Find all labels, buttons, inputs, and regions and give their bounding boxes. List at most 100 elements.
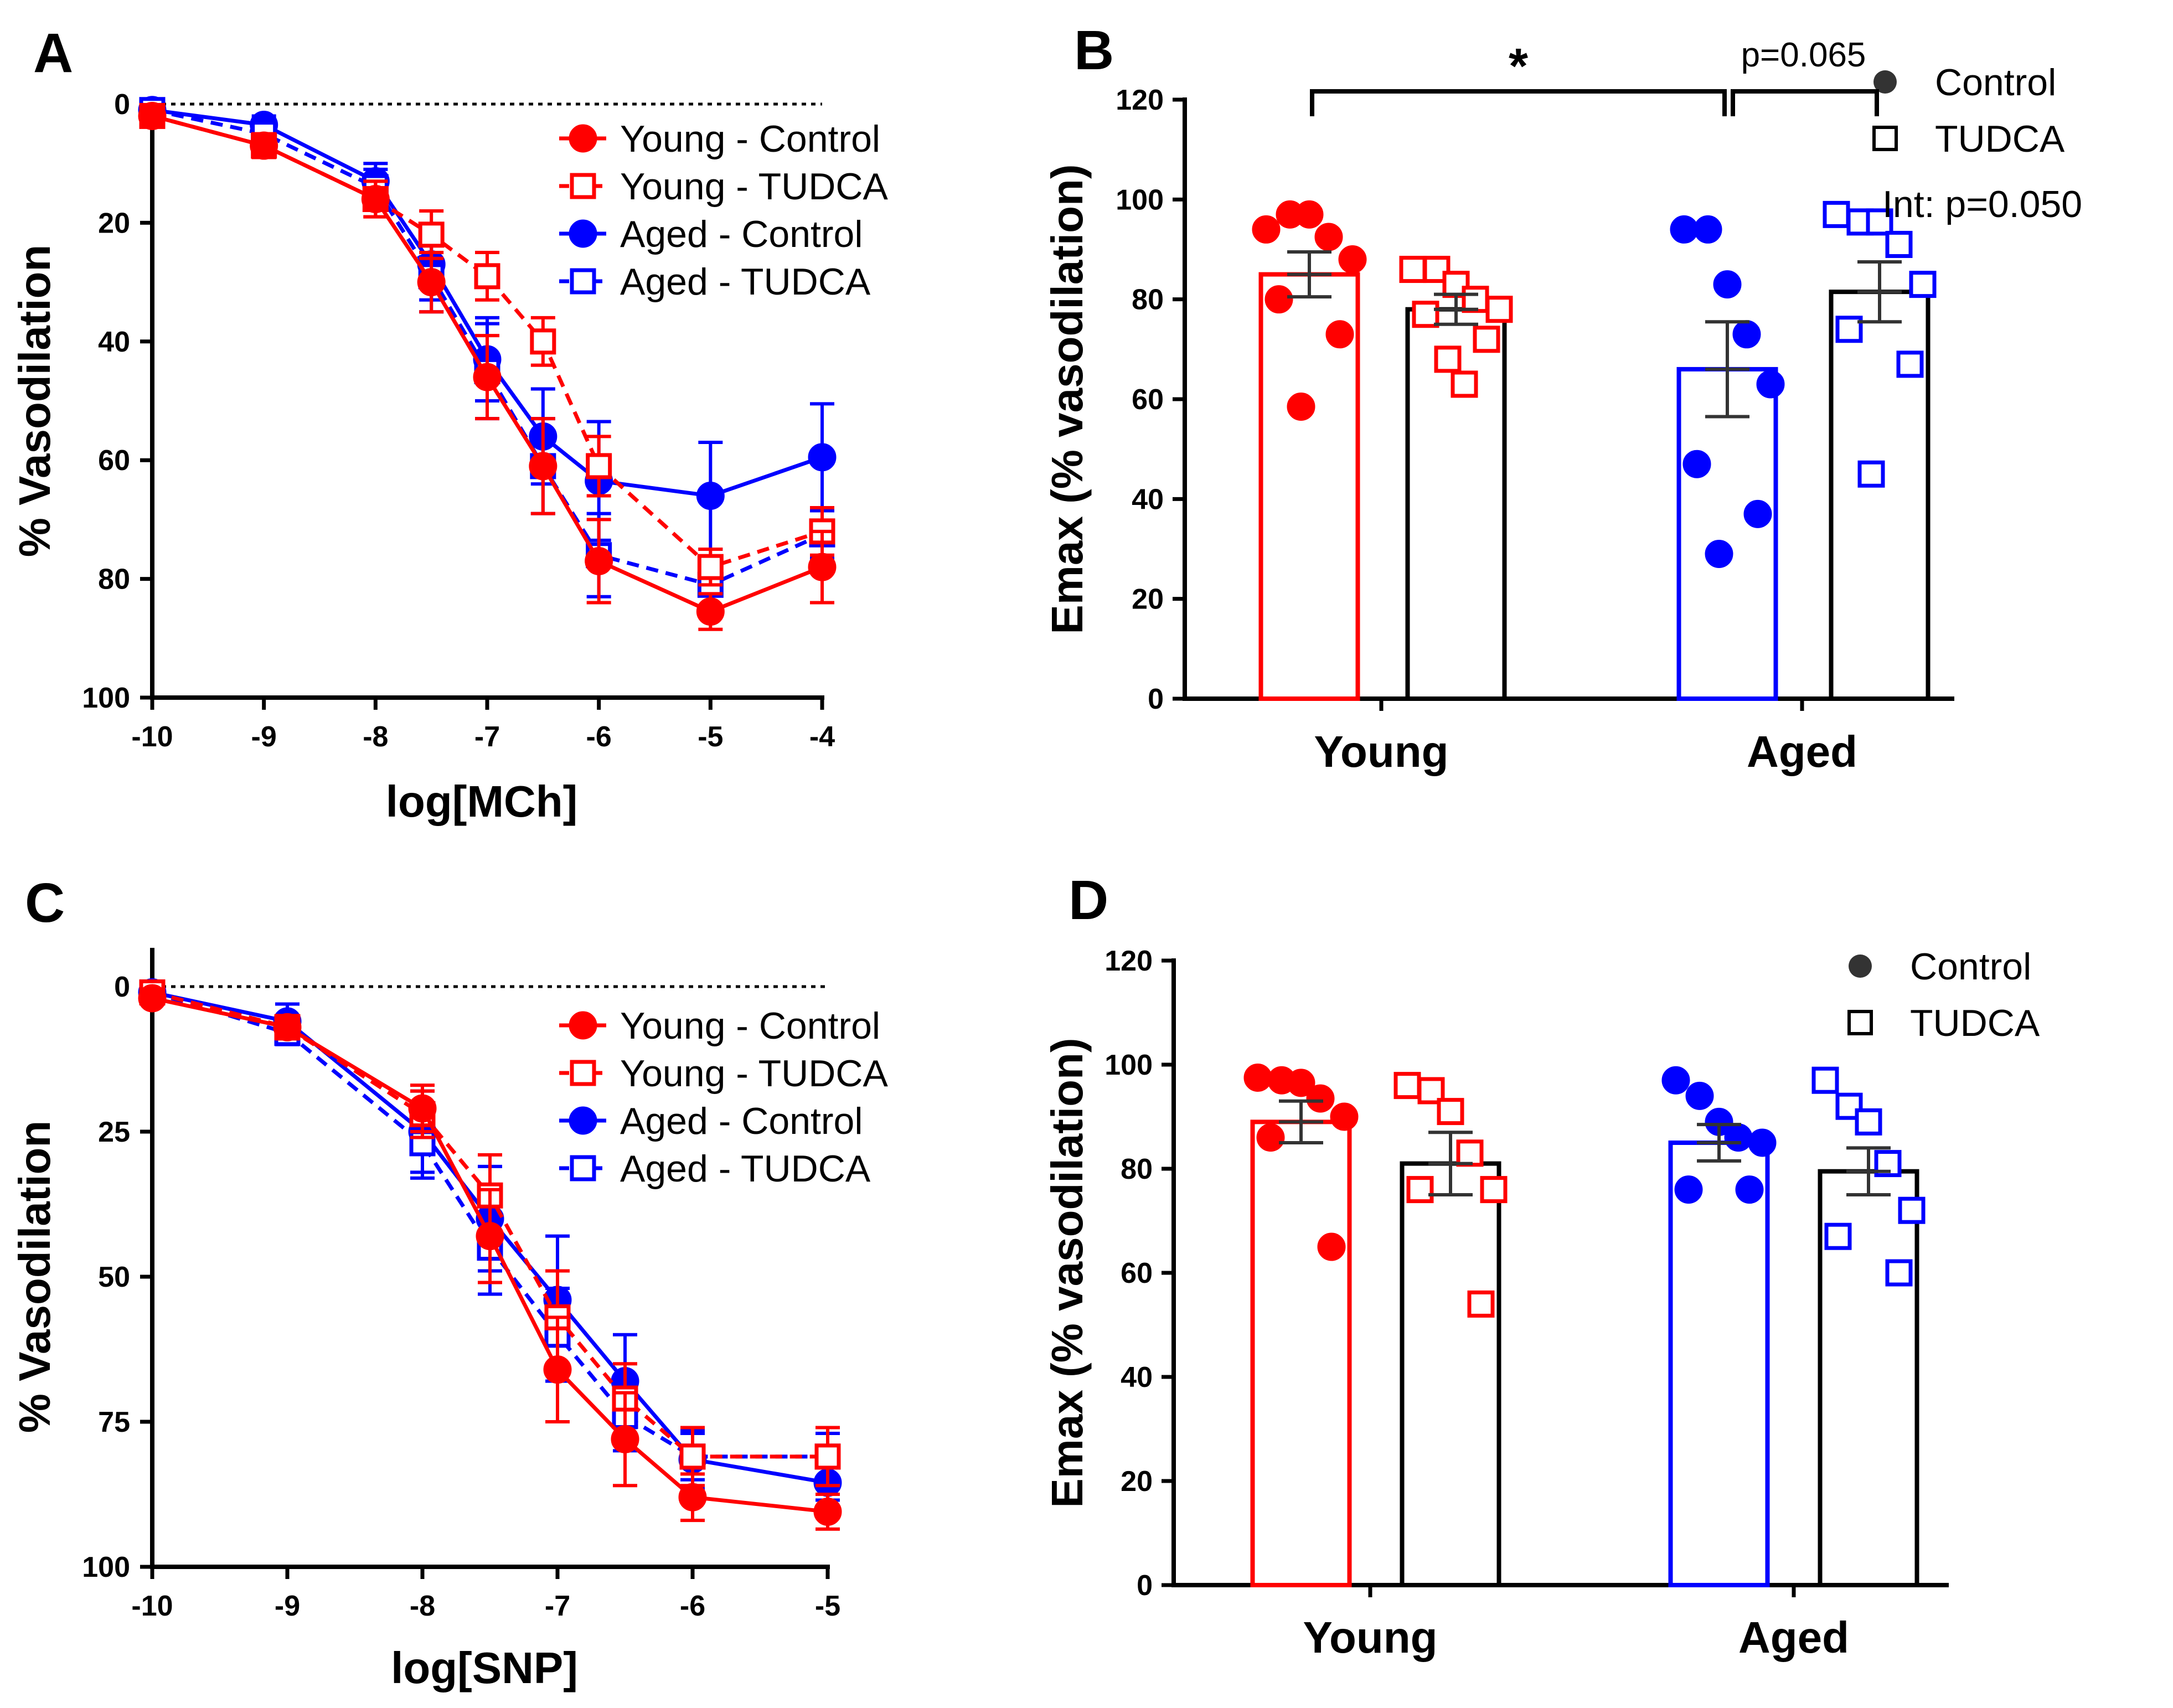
data-point: [1442, 271, 1470, 298]
data-point: [1898, 1196, 1926, 1224]
y-axis-label: Emax (% vasodilation): [1042, 1038, 1092, 1508]
legend-marker: [1873, 70, 1897, 94]
series-line: [152, 108, 823, 587]
series-line: [152, 114, 823, 570]
y-tick-label: 75: [98, 1406, 130, 1438]
panel-b: B 0 20 40 60 80 100 120 Young Aged Emax (% vasodil…: [1042, 19, 2082, 776]
legend-label: Young - TUDCA: [620, 166, 888, 208]
legend-marker: [569, 124, 597, 153]
data-point: [1835, 1092, 1863, 1120]
data-point: [530, 328, 556, 355]
data-point: [1456, 1139, 1484, 1167]
data-point: [1823, 200, 1850, 228]
data-point: [138, 984, 167, 1013]
data-point: [1743, 499, 1772, 528]
legend-marker: [569, 219, 597, 248]
data-point: [1811, 1066, 1839, 1094]
data-point: [1287, 1069, 1315, 1097]
data-point: [1724, 1123, 1753, 1152]
legend-marker: [1847, 1010, 1873, 1035]
bar-aged-tudca: [1811, 1066, 1926, 1587]
series-young-control: [138, 984, 842, 1531]
data-point: [473, 363, 502, 391]
data-point: [1399, 256, 1427, 283]
data-point: [696, 482, 725, 510]
legend-marker: [570, 173, 596, 199]
data-point: [1306, 1084, 1335, 1113]
legend-label: Young - Control: [620, 118, 880, 160]
data-point: [585, 546, 613, 575]
y-tick-label: 100: [82, 1551, 130, 1583]
x-tick-label: -8: [410, 1590, 435, 1622]
bracket-young-vs-aged: [1310, 89, 1727, 116]
legend-label: Aged - TUDCA: [620, 1148, 871, 1190]
data-point: [408, 1094, 437, 1123]
y-tick-label: 40: [1121, 1361, 1153, 1394]
significance-star: *: [1509, 39, 1528, 94]
significance-brackets: * p=0.065: [1310, 36, 1879, 116]
y-tick-label: 60: [1121, 1257, 1153, 1289]
series-line: [152, 996, 828, 1514]
data-point: [1473, 326, 1500, 353]
y-tick-label: 40: [1132, 483, 1164, 515]
bar: [1400, 1161, 1501, 1588]
data-point: [1264, 285, 1293, 314]
data-point: [1674, 1175, 1703, 1204]
y-tick-label: 120: [1116, 84, 1164, 116]
data-point: [679, 1443, 706, 1470]
data-point: [1670, 215, 1699, 244]
x-tick-label: -9: [275, 1590, 300, 1622]
data-point: [1325, 320, 1354, 349]
data-point: [1682, 450, 1711, 478]
x-tick-label: -5: [815, 1590, 840, 1622]
data-point: [1480, 1176, 1508, 1204]
legend-marker: [569, 1011, 597, 1040]
y-tick-label: 50: [98, 1261, 130, 1293]
data-point: [1835, 316, 1863, 343]
panel-a: A 0 20 40 60 80 100-10 -9 -8 -7 -6 -5 -4 log[MCh] % Va…: [10, 22, 888, 826]
category-label-young: Young: [1314, 727, 1449, 776]
data-point: [1896, 350, 1924, 378]
data-point: [1252, 215, 1281, 244]
x-tick-label: -7: [474, 721, 500, 753]
data-point: [1756, 370, 1785, 399]
data-point: [418, 221, 445, 248]
y-tick-label: 100: [1116, 184, 1164, 216]
y-tick-label: 40: [98, 326, 130, 358]
data-point: [361, 185, 390, 214]
data-point: [1243, 1064, 1272, 1092]
y-tick-label: 0: [1148, 683, 1164, 715]
data-point: [1287, 393, 1315, 421]
y-tick-label: 20: [1121, 1466, 1153, 1498]
data-point: [678, 1483, 707, 1511]
bracket-aged-control-vs-tudca: [1731, 89, 1879, 116]
x-tick-label: -9: [251, 721, 277, 753]
y-tick-label: 60: [98, 445, 130, 477]
data-point: [1412, 301, 1439, 328]
bar: [1829, 290, 1931, 701]
data-point: [814, 1443, 841, 1470]
data-point: [1694, 215, 1722, 244]
data-point: [611, 1425, 639, 1453]
bar-young-control: [1243, 1064, 1359, 1587]
y-tick-label: 20: [1132, 584, 1164, 616]
y-tick-label: 100: [1104, 1049, 1153, 1081]
data-point: [1909, 271, 1937, 298]
legend-label: TUDCA: [1935, 118, 2065, 160]
panel-letter: C: [25, 872, 65, 934]
y-tick-label: 80: [98, 564, 130, 596]
data-point: [1451, 370, 1478, 398]
x-tick-label: -6: [586, 721, 612, 753]
data-point: [1338, 245, 1367, 274]
panel-letter: B: [1074, 19, 1114, 81]
bar: [1250, 1119, 1352, 1587]
bar-young-tudca: [1399, 256, 1513, 701]
category-label-aged: Aged: [1747, 727, 1857, 776]
category-label-aged: Aged: [1738, 1613, 1849, 1662]
series-young-control: [138, 101, 837, 631]
y-tick-label: 0: [1137, 1570, 1153, 1602]
legend-marker: [1849, 954, 1872, 978]
x-axis-label: log[MCh]: [386, 777, 578, 826]
y-axis-label: % Vasodilation: [10, 245, 59, 558]
